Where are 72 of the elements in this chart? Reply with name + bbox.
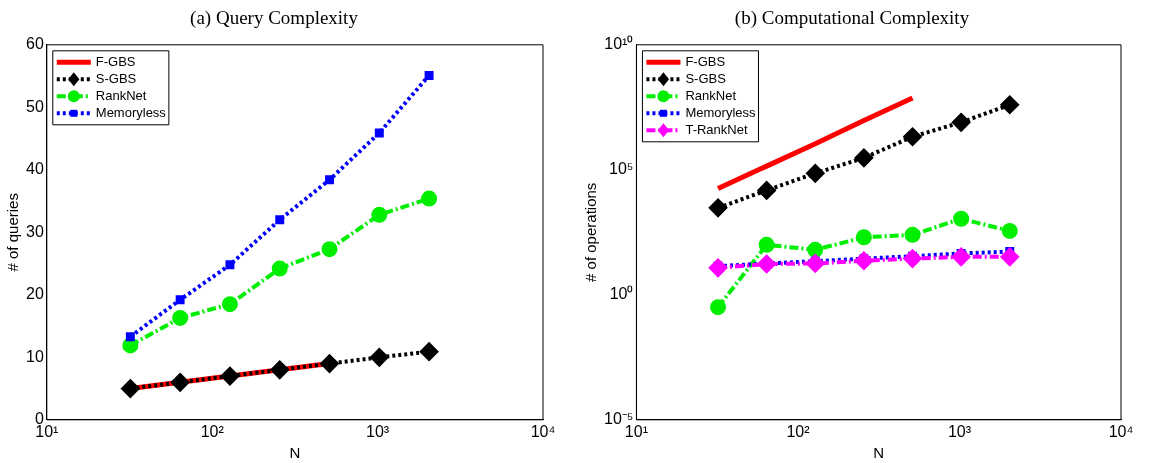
point xyxy=(125,332,135,342)
x-tick-label: 10³ xyxy=(366,422,390,440)
x-axis-title: N xyxy=(289,444,301,462)
legend-label: S-GBS xyxy=(685,70,727,86)
point xyxy=(757,255,776,274)
y-tick-label: 30 xyxy=(26,222,44,240)
point xyxy=(903,127,922,146)
point xyxy=(1000,95,1019,114)
point xyxy=(321,241,338,258)
point xyxy=(420,342,439,361)
point xyxy=(421,190,438,207)
point xyxy=(952,113,971,132)
chart-title: (b) Computational Complexity xyxy=(734,7,970,30)
point xyxy=(225,260,235,270)
point xyxy=(371,206,388,223)
point xyxy=(171,373,190,392)
point xyxy=(904,226,921,243)
point xyxy=(275,215,285,225)
x-tick-label: 10³ xyxy=(947,422,972,440)
y-tick-label: 10 xyxy=(26,347,44,365)
point xyxy=(370,348,389,367)
point xyxy=(855,229,872,246)
legend-label: Memoryless xyxy=(95,104,167,120)
point xyxy=(903,249,922,268)
point xyxy=(758,236,775,253)
x-axis-title: N xyxy=(873,444,885,462)
point xyxy=(1000,247,1019,266)
point xyxy=(854,148,873,167)
legend-label: Memoryless xyxy=(685,104,756,120)
legend-label: F-GBS xyxy=(95,53,136,69)
point xyxy=(270,360,289,379)
point xyxy=(806,254,825,273)
point xyxy=(325,175,334,185)
y-tick-label: 40 xyxy=(26,160,44,178)
x-tick-label: 10⁴ xyxy=(1108,422,1134,440)
point xyxy=(806,164,825,183)
legend-label: F-GBS xyxy=(685,53,726,69)
point xyxy=(320,354,339,373)
point xyxy=(220,367,239,386)
x-tick-label: 10⁴ xyxy=(530,422,556,440)
point xyxy=(953,210,970,227)
legend-label: S-GBS xyxy=(95,70,137,86)
point xyxy=(709,198,728,217)
legend-label: T-RankNet xyxy=(685,121,748,137)
y-tick-label: 10⁰ xyxy=(609,285,634,303)
y-tick-label: 10⁵ xyxy=(608,160,634,178)
y-tick-label: 10¹⁰ xyxy=(604,35,634,53)
point xyxy=(121,379,140,398)
x-tick-label: 10² xyxy=(786,422,811,440)
point xyxy=(221,296,238,313)
x-tick-label: 10² xyxy=(200,422,225,440)
point xyxy=(807,241,824,258)
point xyxy=(710,299,727,316)
legend-label: RankNet xyxy=(685,87,737,103)
y-axis-title: # of queries xyxy=(4,193,22,272)
point xyxy=(854,251,873,270)
point xyxy=(1001,222,1018,239)
point xyxy=(709,258,728,277)
point xyxy=(271,260,288,277)
point xyxy=(424,70,434,80)
point xyxy=(374,128,384,138)
y-axis-title: # of operations xyxy=(582,182,600,282)
y-tick-label: 60 xyxy=(26,35,44,53)
chart-title: (a) Query Complexity xyxy=(190,7,359,30)
point xyxy=(172,309,189,326)
y-tick-label: 50 xyxy=(26,97,44,115)
point xyxy=(952,247,971,266)
point xyxy=(175,295,185,305)
x-tick-label: 10¹ xyxy=(624,422,648,440)
point xyxy=(757,181,776,200)
y-tick-label: 20 xyxy=(26,285,44,303)
legend-label: RankNet xyxy=(95,87,147,103)
